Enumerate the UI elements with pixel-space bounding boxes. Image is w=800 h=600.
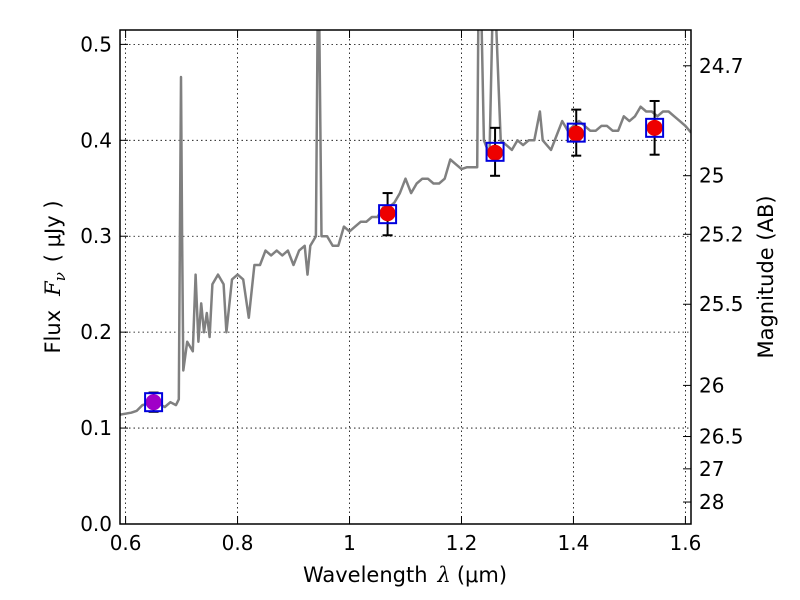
model-spectrum-line xyxy=(120,30,691,416)
photometry-points xyxy=(144,99,665,413)
y2-axis-label: Magnitude (AB) xyxy=(754,195,778,358)
y2-tick-label: 25.2 xyxy=(699,222,744,246)
y-tick-label: 0.3 xyxy=(80,224,112,248)
y-tick-label: 0.4 xyxy=(80,128,112,152)
y2-tick-label: 25 xyxy=(699,164,724,188)
axis-ticks xyxy=(120,30,691,525)
plot-area xyxy=(120,30,691,416)
observed-photometry-point xyxy=(144,392,164,413)
y-tick-label: 0.5 xyxy=(80,32,112,56)
plot-frame xyxy=(119,29,692,525)
x-tick-label: 1 xyxy=(343,531,356,555)
model-photometry-point xyxy=(568,125,585,142)
x-tick-label: 1.4 xyxy=(558,531,590,555)
y2-tick-label: 28 xyxy=(699,490,724,514)
y2-tick-label: 26.5 xyxy=(699,425,744,449)
y2-tick-label: 27 xyxy=(699,457,724,481)
observed-photometry-point xyxy=(645,117,665,138)
y-tick-label: 0.2 xyxy=(80,320,112,344)
y2-tick-label: 25.5 xyxy=(699,292,744,316)
x-tick-label: 0.8 xyxy=(222,531,254,555)
model-photometry-point xyxy=(379,205,396,222)
observed-photometry-point xyxy=(378,204,398,225)
model-photometry-point xyxy=(487,144,504,161)
observed-photometry-point xyxy=(566,122,586,143)
y2-tick-label: 24.7 xyxy=(699,54,744,78)
model-photometry-point xyxy=(145,394,162,411)
model-photometry-point xyxy=(646,119,663,136)
x-axis-label: Wavelength λ (μm) xyxy=(303,563,507,587)
observed-photometry-point xyxy=(485,141,505,162)
y-tick-label: 0.1 xyxy=(80,416,112,440)
y2-tick-label: 26 xyxy=(699,373,724,397)
y-axis-label: FluxFν( μJy ) xyxy=(41,200,69,353)
x-tick-label: 0.6 xyxy=(110,531,142,555)
x-tick-label: 1.2 xyxy=(446,531,478,555)
x-tick-label: 1.6 xyxy=(669,531,701,555)
tick-labels: 0.6 0.8 1 1.2 1.4 1.6 0.0 0.1 0.2 0.3 0.4 0.5 24.7 25… xyxy=(80,32,743,555)
grid xyxy=(120,30,691,525)
y-tick-label: 0.0 xyxy=(80,512,112,536)
